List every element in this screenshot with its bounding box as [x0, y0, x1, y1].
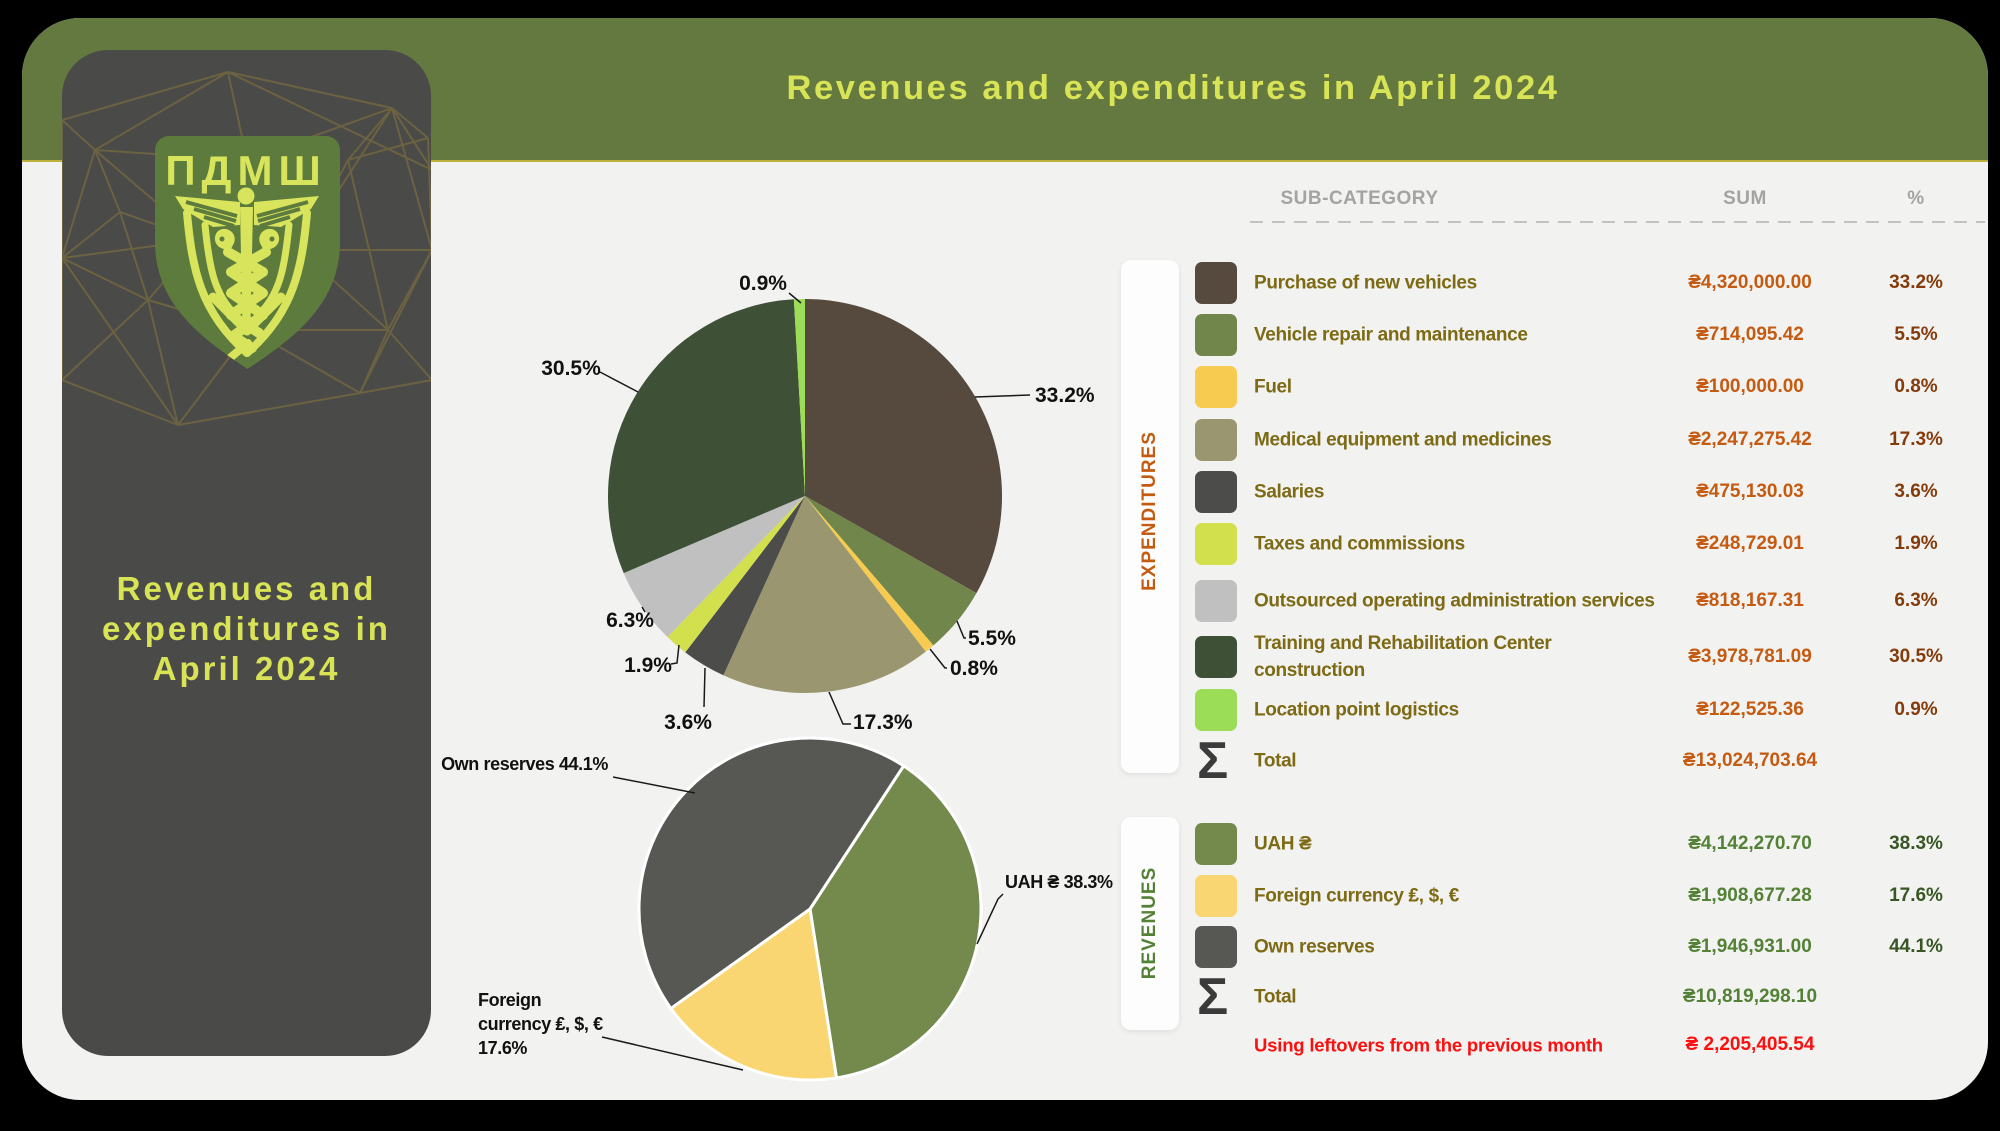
svg-text:Foreign: Foreign	[478, 990, 541, 1010]
svg-text:3.6%: 3.6%	[664, 711, 712, 734]
svg-text:currency ₤, $, €: currency ₤, $, €	[478, 1014, 603, 1034]
svg-text:1.9%: 1.9%	[624, 654, 672, 677]
svg-text:UAH ₴ 38.3%: UAH ₴ 38.3%	[1005, 872, 1113, 892]
svg-text:ПДМШ: ПДМШ	[165, 147, 326, 194]
svg-text:5.5%: 5.5%	[968, 627, 1016, 650]
svg-text:0.8%: 0.8%	[950, 657, 998, 680]
svg-text:17.3%: 17.3%	[853, 711, 913, 734]
svg-text:17.6%: 17.6%	[478, 1038, 527, 1058]
svg-text:Own reserves 44.1%: Own reserves 44.1%	[441, 754, 608, 774]
svg-text:0.9%: 0.9%	[739, 272, 787, 295]
svg-text:30.5%: 30.5%	[541, 357, 601, 380]
svg-text:6.3%: 6.3%	[606, 609, 654, 632]
svg-text:33.2%: 33.2%	[1035, 384, 1095, 407]
